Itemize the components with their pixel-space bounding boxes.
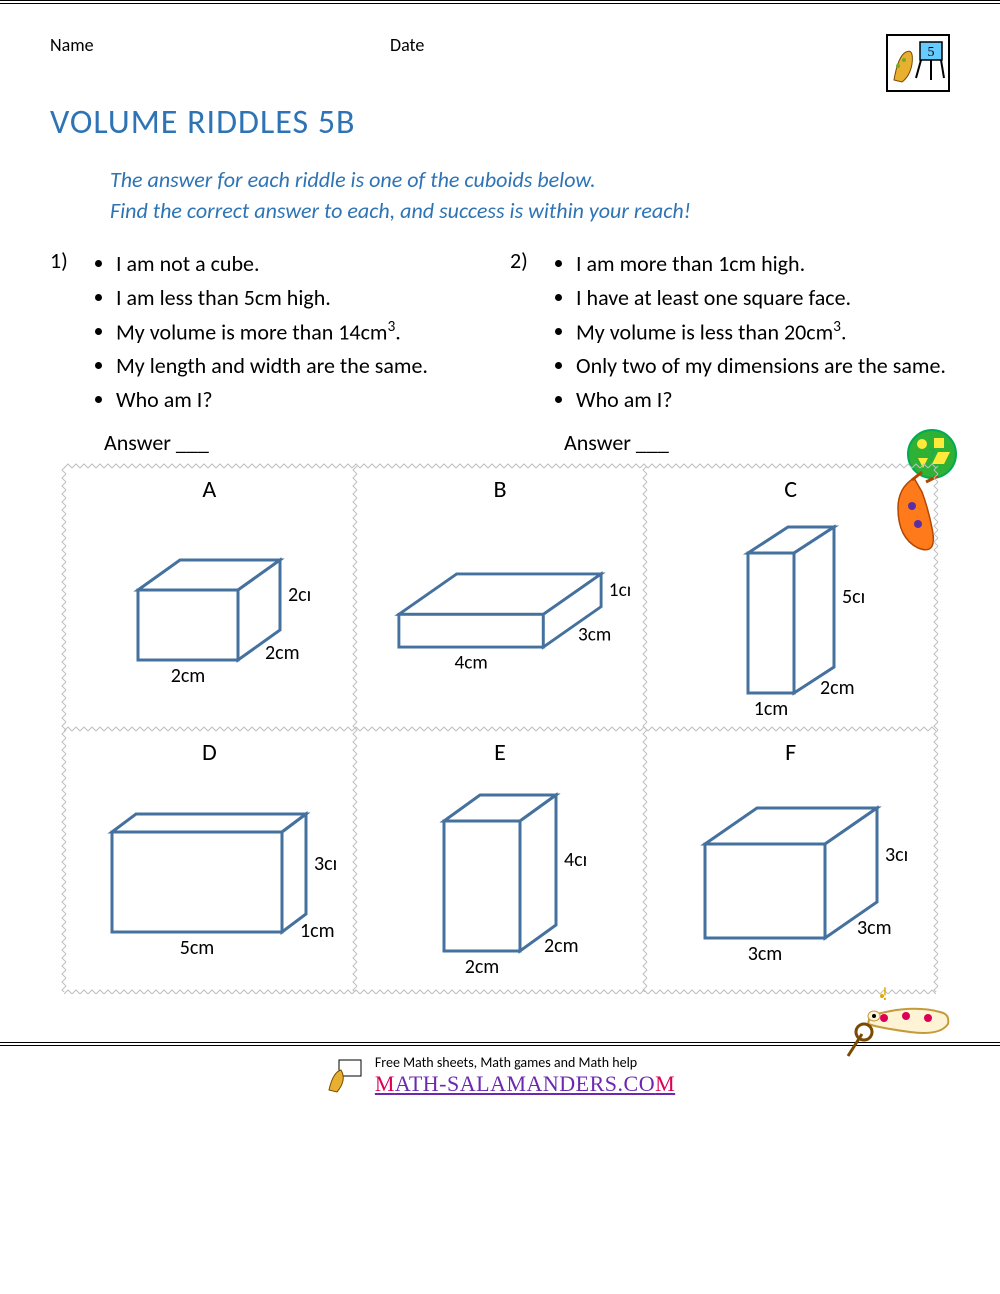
cuboid-shape: 1cm 2cm 5cm xyxy=(718,497,864,723)
cuboid-grid: A 2cm 2cm 2cm B 4cm 3cm 1cm C xyxy=(64,466,936,992)
cuboid-cell: F 3cm 3cm 3cm xyxy=(645,729,936,992)
riddle-number: 1) xyxy=(50,247,80,418)
svg-text:2cm: 2cm xyxy=(288,583,310,607)
intro-line-1: The answer for each riddle is one of the… xyxy=(110,165,950,196)
cuboid-cell: C 1cm 2cm 5cm xyxy=(645,466,936,729)
cuboid-shape: 2cm 2cm 4cm xyxy=(414,765,586,981)
svg-text:4cm: 4cm xyxy=(564,848,586,872)
intro-text: The answer for each riddle is one of the… xyxy=(110,165,950,227)
answer-blank-1[interactable]: Answer ___ xyxy=(50,429,490,456)
cuboid-shape: 3cm 3cm 3cm xyxy=(675,778,907,968)
riddles-row: 1) I am not a cube. I am less than 5cm h… xyxy=(50,247,950,418)
cuboid-label: B xyxy=(366,475,635,504)
svg-text:4cm: 4cm xyxy=(454,651,487,674)
cuboid-cell: B 4cm 3cm 1cm xyxy=(355,466,646,729)
header-row: Name Date 5 xyxy=(50,34,950,92)
svg-text:1cm: 1cm xyxy=(753,697,788,721)
clue: I have at least one square face. xyxy=(576,281,946,315)
clue-list: I am more than 1cm high. I have at least… xyxy=(576,247,946,418)
cuboid-label: A xyxy=(75,475,344,504)
page-title: VOLUME RIDDLES 5B xyxy=(50,102,950,143)
cuboid-label: D xyxy=(75,738,344,767)
cuboid-label: F xyxy=(656,738,925,767)
riddle-2: 2) I am more than 1cm high. I have at le… xyxy=(510,247,950,418)
svg-text:2cm: 2cm xyxy=(820,676,855,700)
cuboid-cell: E 2cm 2cm 4cm xyxy=(355,729,646,992)
cuboid-label: E xyxy=(366,738,635,767)
cuboid-shape: 5cm 1cm 3cm xyxy=(82,784,336,962)
clue: My volume is less than 20cm3. xyxy=(576,315,946,349)
clue: I am not a cube. xyxy=(116,247,428,281)
svg-text:3cm: 3cm xyxy=(578,623,611,646)
cuboid-shape: 4cm 3cm 1cm xyxy=(370,545,630,676)
date-label: Date xyxy=(390,34,886,56)
svg-text:2cm: 2cm xyxy=(465,955,500,979)
clue: I am more than 1cm high. xyxy=(576,247,946,281)
clue: My length and width are the same. xyxy=(116,349,428,383)
svg-text:?: ? xyxy=(928,446,935,465)
clue: Who am I? xyxy=(576,383,946,417)
cuboid-cell: A 2cm 2cm 2cm xyxy=(64,466,355,729)
clue: My volume is more than 14cm3. xyxy=(116,315,428,349)
grade-number: 5 xyxy=(928,45,935,60)
svg-text:2cm: 2cm xyxy=(544,934,579,958)
svg-text:2cm: 2cm xyxy=(171,664,206,688)
name-label: Name xyxy=(50,34,390,56)
clue: Only two of my dimensions are the same. xyxy=(576,349,946,383)
riddle-1: 1) I am not a cube. I am less than 5cm h… xyxy=(50,247,490,418)
answers-row: Answer ___ Answer ___ xyxy=(50,429,950,456)
footer-logo-icon xyxy=(325,1056,365,1096)
svg-text:3cm: 3cm xyxy=(857,916,892,940)
svg-text:2cm: 2cm xyxy=(265,641,300,665)
clue: I am less than 5cm high. xyxy=(116,281,428,315)
svg-text:5cm: 5cm xyxy=(842,585,864,609)
clue-list: I am not a cube. I am less than 5cm high… xyxy=(116,247,428,418)
svg-text:3cm: 3cm xyxy=(314,852,336,876)
svg-text:3cm: 3cm xyxy=(747,942,782,966)
svg-text:1cm: 1cm xyxy=(300,919,335,943)
riddle-number: 2) xyxy=(510,247,540,418)
cuboid-cell: D 5cm 1cm 3cm xyxy=(64,729,355,992)
clue: Who am I? xyxy=(116,383,428,417)
footer-tagline: Free Math sheets, Math games and Math he… xyxy=(375,1054,675,1071)
footer-site-link[interactable]: MATH-SALAMANDERS.COM xyxy=(375,1071,675,1097)
svg-text:5cm: 5cm xyxy=(180,936,215,960)
svg-text:1cm: 1cm xyxy=(609,579,630,602)
cuboid-shape: 2cm 2cm 2cm xyxy=(108,530,310,690)
page-footer: ! Free Math sheets, Math games and Math … xyxy=(0,1042,1000,1130)
intro-line-2: Find the correct answer to each, and suc… xyxy=(110,196,950,227)
grade-logo: 5 xyxy=(886,34,950,92)
salamander-detective-icon: ! xyxy=(840,986,960,1096)
svg-text:3cm: 3cm xyxy=(885,843,907,867)
worksheet-page: Name Date 5 VOLUME RIDDLES 5B The answer… xyxy=(0,0,1000,1012)
footer-site-text: ATH-SALAMANDERS.CO xyxy=(395,1071,655,1096)
